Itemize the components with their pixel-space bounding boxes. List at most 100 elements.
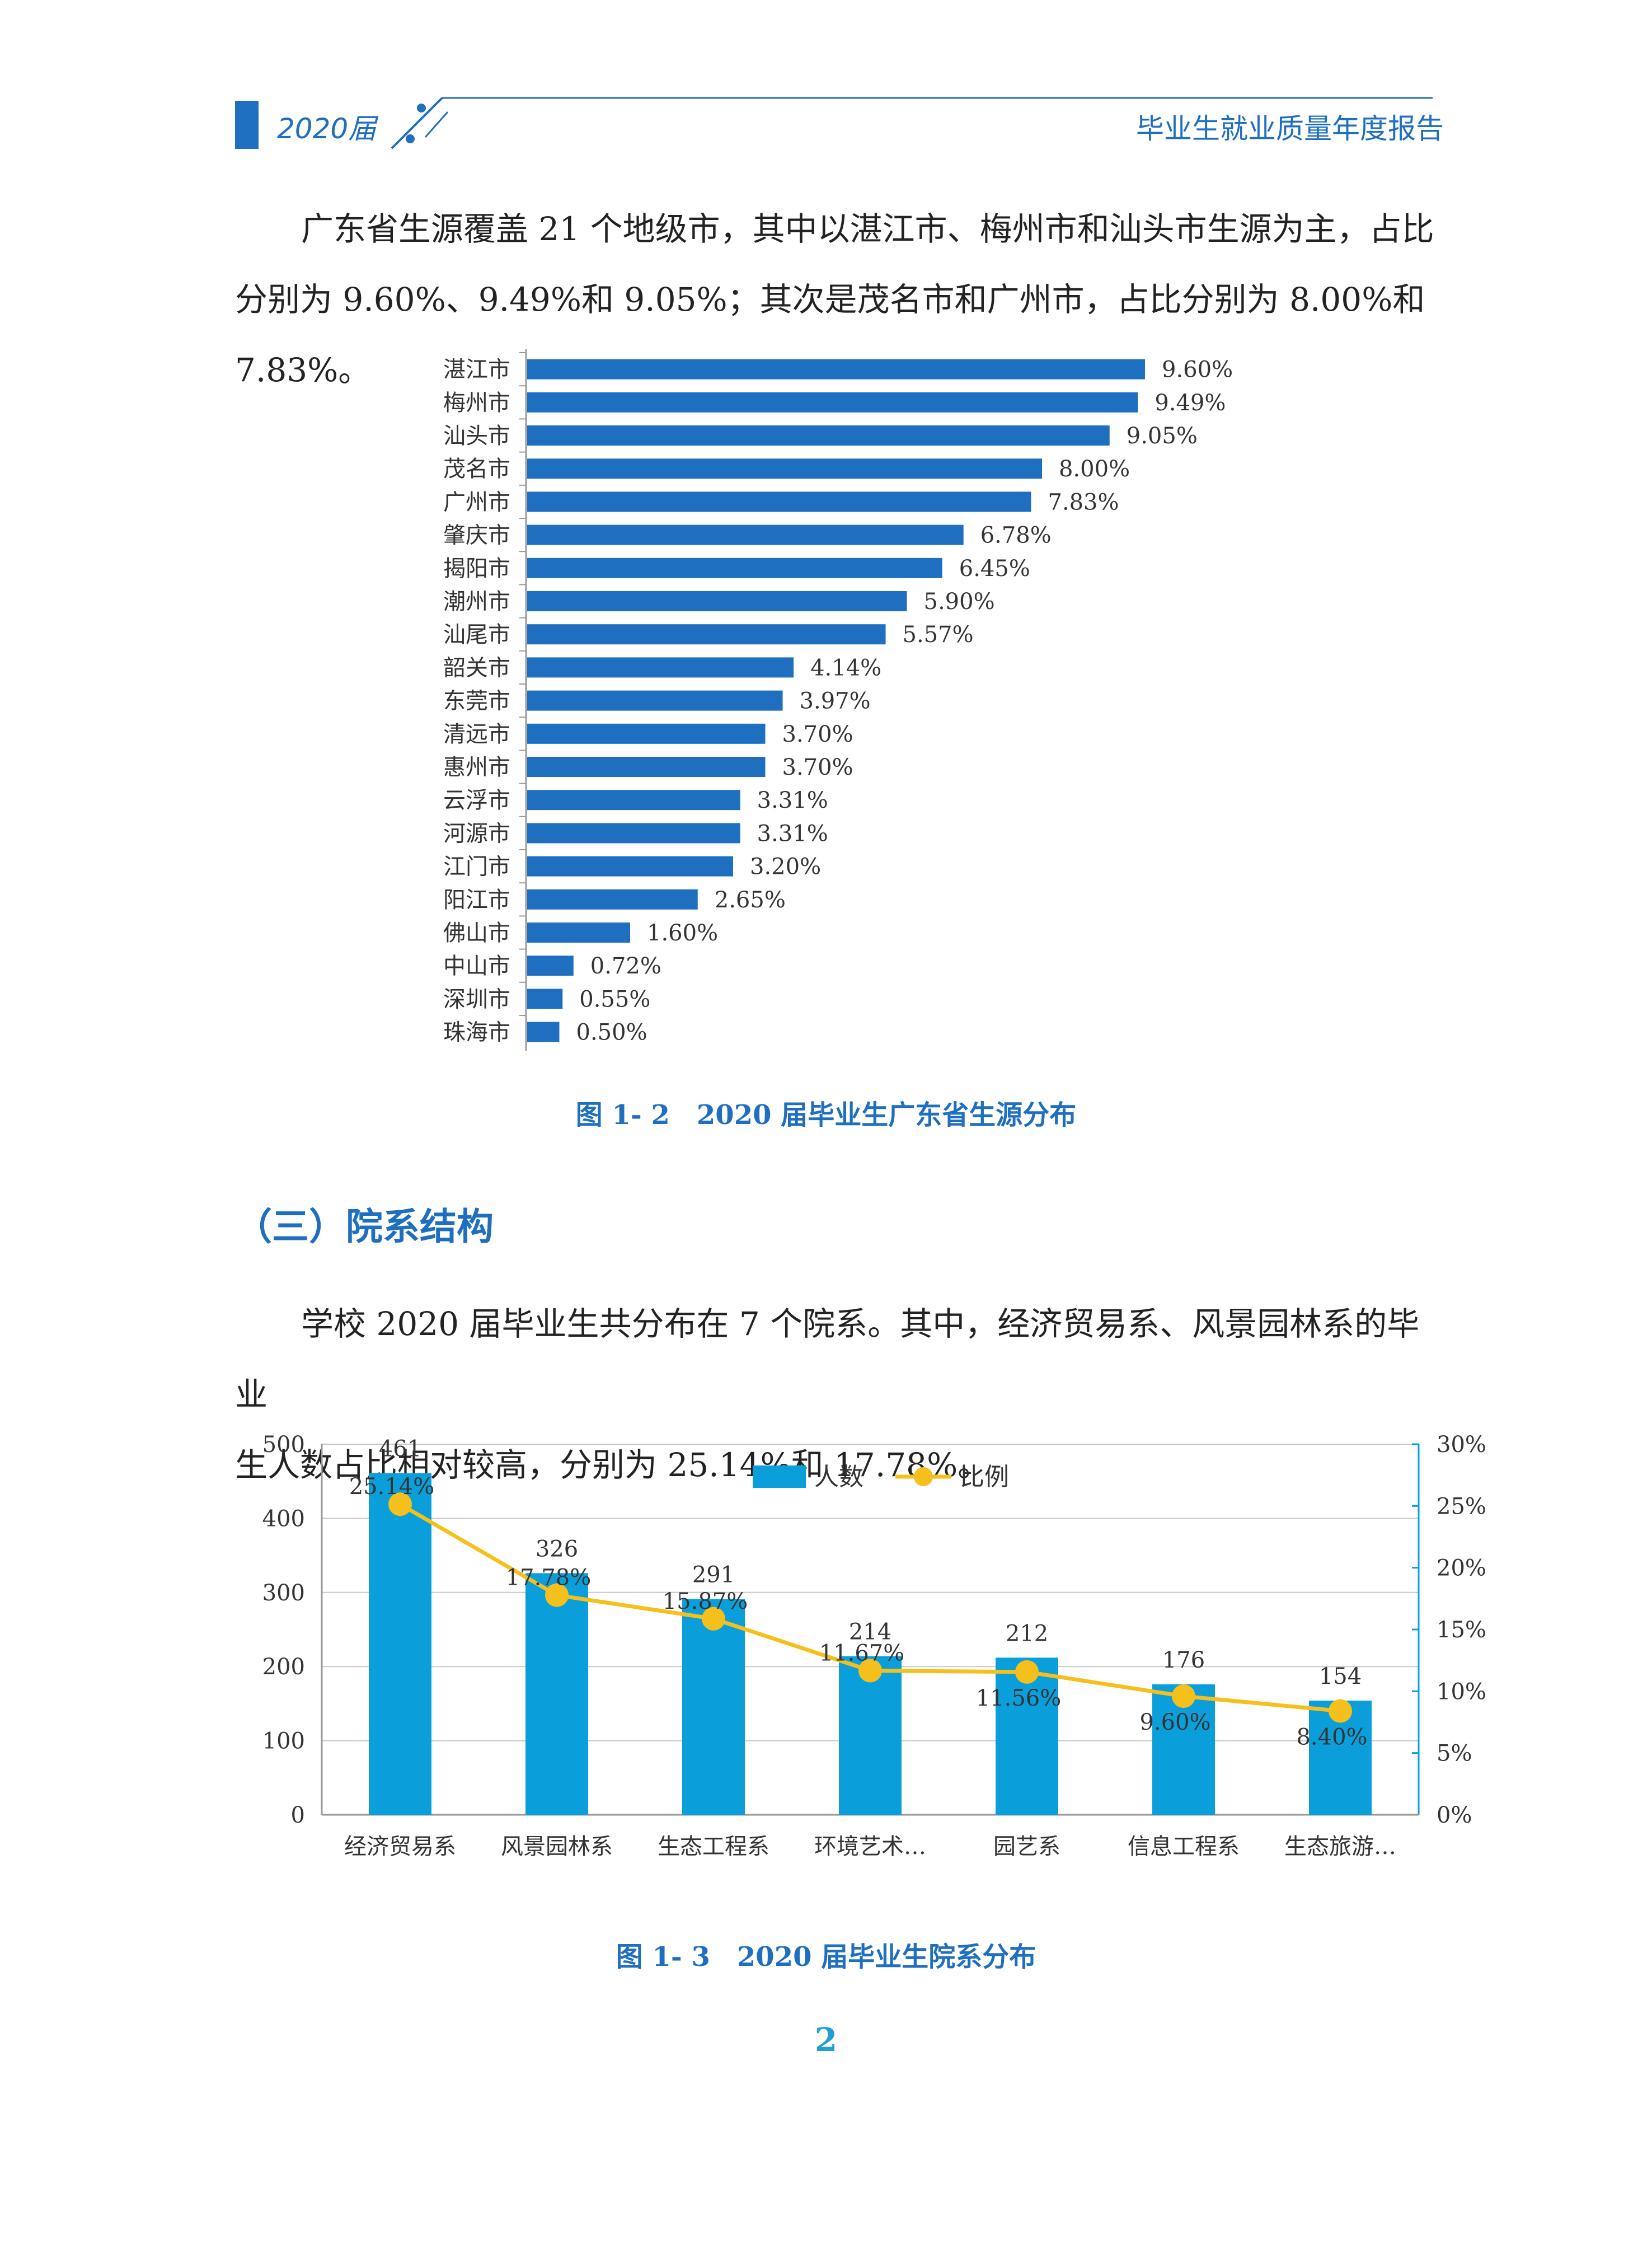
intro-line-2: 分别为 9.60%、9.49%和 9.05%；其次是茂名市和广州市，占比分别为 … <box>235 280 1425 389</box>
y-left-tick-label: 200 <box>262 1654 305 1680</box>
bar-value-label: 461 <box>379 1436 421 1462</box>
category-label: 惠州市 <box>443 755 510 780</box>
data-label: 3.70% <box>782 755 853 780</box>
category-label: 潮州市 <box>443 589 510 615</box>
category-label: 梅州市 <box>443 390 510 416</box>
bar <box>527 425 1110 446</box>
ratio-point <box>388 1492 412 1516</box>
data-label: 0.55% <box>579 986 650 1012</box>
data-label: 6.45% <box>959 556 1030 582</box>
bar-value-label: 176 <box>1162 1647 1205 1673</box>
y-left-tick-label: 300 <box>262 1580 305 1606</box>
y-left-tick-label: 0 <box>291 1802 305 1828</box>
bar <box>682 1599 745 1815</box>
figure-caption-1-2: 图 1- 2 2020 届毕业生广东省生源分布 <box>575 1099 1077 1131</box>
legend-bar-swatch <box>753 1465 806 1488</box>
ratio-point <box>1172 1684 1195 1708</box>
y-left-tick-label: 400 <box>262 1506 305 1532</box>
bar <box>527 1022 560 1042</box>
category-label: 珠海市 <box>443 1020 510 1046</box>
legend-line-label: 比例 <box>960 1463 1009 1491</box>
ratio-label: 8.40% <box>1296 1725 1367 1750</box>
ratio-point <box>1329 1699 1352 1723</box>
ratio-point <box>858 1659 882 1683</box>
y-right-tick-label: 30% <box>1437 1433 1486 1458</box>
dept-line-2: 生人数占比相对较高，分别为 25.14%和 17.78%。 <box>235 1446 991 1484</box>
ratio-label: 11.67% <box>819 1640 905 1666</box>
page-number: 2 <box>814 2021 838 2059</box>
bar <box>527 491 1031 512</box>
x-category-label: 园艺系 <box>993 1834 1060 1860</box>
bar-value-label: 212 <box>1006 1621 1048 1646</box>
legend-line-marker <box>914 1467 933 1486</box>
bar-value-label: 154 <box>1319 1664 1362 1689</box>
data-label: 5.57% <box>903 622 974 648</box>
category-label: 河源市 <box>443 821 510 846</box>
header-title: 毕业生就业质量年度报告 <box>1136 113 1444 145</box>
data-label: 5.90% <box>924 589 995 615</box>
data-label: 3.70% <box>782 722 853 747</box>
category-label: 揭阳市 <box>443 556 510 582</box>
bar-value-label: 291 <box>692 1562 735 1588</box>
bar <box>527 856 733 877</box>
bar <box>527 790 740 811</box>
data-label: 3.97% <box>800 689 871 714</box>
category-label: 清远市 <box>443 722 510 747</box>
category-label: 深圳市 <box>443 986 510 1012</box>
data-label: 1.60% <box>647 920 718 946</box>
category-label: 韶关市 <box>443 655 510 681</box>
section-title: （三）院系结构 <box>235 1205 494 1248</box>
category-label: 汕头市 <box>443 423 510 449</box>
data-label: 0.72% <box>590 953 661 979</box>
category-label: 东莞市 <box>443 689 510 714</box>
dept-paragraph: 学校 2020 届毕业生共分布在 7 个院系。其中，经济贸易系、风景园林系的毕业… <box>235 1289 1444 1500</box>
bar <box>527 591 907 611</box>
data-label: 9.05% <box>1127 423 1198 449</box>
category-label: 汕尾市 <box>443 622 510 648</box>
x-category-label: 信息工程系 <box>1128 1834 1240 1860</box>
bar <box>527 657 794 678</box>
x-category-label: 经济贸易系 <box>344 1834 456 1860</box>
bar <box>369 1473 431 1815</box>
ratio-label: 25.14% <box>349 1474 435 1500</box>
data-label: 3.31% <box>757 821 828 846</box>
data-label: 4.14% <box>810 655 881 681</box>
y-right-tick-label: 15% <box>1437 1617 1486 1643</box>
bar <box>996 1657 1058 1815</box>
category-label: 湛江市 <box>443 357 510 383</box>
header-year: 2020届 <box>277 113 377 145</box>
x-category-label: 风景园林系 <box>501 1834 613 1860</box>
bar <box>527 923 630 943</box>
category-label: 肇庆市 <box>443 523 510 549</box>
data-label: 6.78% <box>980 523 1052 549</box>
y-right-tick-label: 0% <box>1437 1802 1472 1828</box>
y-right-tick-label: 20% <box>1437 1556 1486 1581</box>
category-label: 广州市 <box>443 489 510 515</box>
source-distribution-chart: 湛江市 9.60% 梅州市 9.49% 汕头市 9.05% 茂名市 8.00% 广州市 7.83%… <box>443 349 1233 1051</box>
bar <box>527 956 574 976</box>
bar <box>527 558 942 578</box>
bar-value-label: 326 <box>536 1536 578 1562</box>
department-distribution-chart: 0 100 200 300 400 500 0% 5% 10% 15% 20% 25% 30% 461 经济… <box>262 1433 1486 1860</box>
bar <box>527 525 964 545</box>
ratio-point <box>702 1607 725 1631</box>
bar-value-label: 214 <box>849 1619 891 1645</box>
x-category-label: 生态旅游… <box>1284 1834 1396 1860</box>
dept-line-1: 学校 2020 届毕业生共分布在 7 个院系。其中，经济贸易系、风景园林系的毕业 <box>235 1305 1420 1413</box>
category-label: 佛山市 <box>443 920 510 946</box>
ratio-label: 15.87% <box>663 1589 748 1614</box>
bar <box>527 823 740 844</box>
bar <box>527 757 766 777</box>
bar <box>527 889 698 910</box>
y-left-tick-label: 100 <box>262 1729 305 1754</box>
legend-bar-label: 人数 <box>814 1463 863 1491</box>
header-accent-bar <box>235 101 259 149</box>
bar <box>525 1573 588 1815</box>
data-label: 7.83% <box>1048 489 1119 515</box>
category-label: 中山市 <box>443 953 510 979</box>
ratio-label: 17.78% <box>506 1565 592 1591</box>
ratio-label: 11.56% <box>976 1685 1062 1711</box>
category-label: 江门市 <box>443 854 510 880</box>
bar <box>527 690 783 711</box>
intro-line-1: 广东省生源覆盖 21 个地级市，其中以湛江市、梅州市和汕头市生源为主，占比 <box>301 210 1434 248</box>
